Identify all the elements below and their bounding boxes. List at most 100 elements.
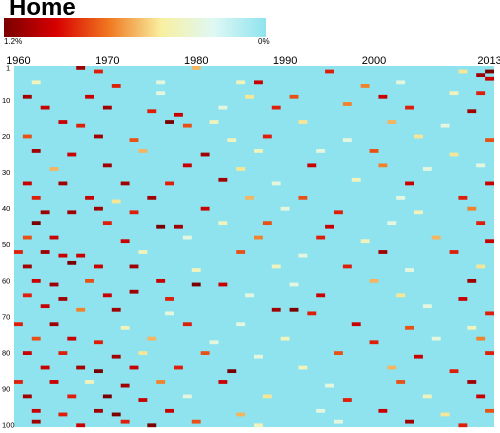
- heatmap-cell: [76, 423, 86, 428]
- heatmap-cell: [102, 394, 112, 399]
- heatmap-cell: [102, 293, 112, 298]
- heatmap-cell: [218, 105, 228, 110]
- heatmap-cell: [325, 69, 334, 74]
- heatmap-cell: [111, 84, 121, 88]
- heatmap-cell: [138, 398, 148, 402]
- heatmap-cell: [378, 94, 388, 99]
- heatmap-cell: [405, 268, 414, 272]
- heatmap-cell: [254, 235, 263, 240]
- heatmap-cell: [120, 383, 130, 388]
- heatmap-cell: [58, 253, 68, 258]
- heatmap-cell: [405, 181, 414, 186]
- y-tick-label: 70: [2, 312, 10, 321]
- heatmap-cell: [227, 369, 237, 374]
- heatmap-cell: [236, 250, 246, 254]
- heatmap-cell: [369, 340, 379, 345]
- heatmap-cell: [102, 163, 112, 168]
- heatmap-cell: [94, 340, 103, 345]
- heatmap-cell: [378, 163, 388, 168]
- heatmap-cell: [94, 369, 103, 374]
- heatmap-cell: [378, 408, 388, 413]
- heatmap-cell: [209, 340, 219, 345]
- heatmap-cell: [129, 264, 139, 269]
- heatmap-cell: [49, 235, 59, 240]
- heatmap-cell: [378, 250, 388, 254]
- heatmap-cell: [76, 307, 86, 312]
- heatmap-cell: [147, 423, 157, 428]
- heatmap-cell: [476, 264, 486, 269]
- heatmap-cell: [325, 224, 334, 229]
- heatmap-cell: [254, 354, 263, 359]
- heatmap-cell: [111, 412, 121, 417]
- heatmap-cell: [138, 351, 148, 355]
- heatmap-cell: [156, 80, 166, 85]
- x-tick-label: 2013: [477, 55, 500, 67]
- heatmap-cell: [156, 380, 166, 384]
- heatmap-cell: [218, 221, 228, 226]
- heatmap-cell: [67, 152, 77, 157]
- heatmap-cell: [58, 412, 68, 417]
- heatmap-cell: [120, 419, 130, 424]
- heatmap-cell: [156, 91, 166, 96]
- heatmap-cell: [40, 250, 50, 254]
- heatmap-cell: [262, 221, 272, 226]
- heatmap-cell: [165, 311, 174, 316]
- heatmap-cell: [342, 264, 352, 269]
- heatmap-cell: [405, 419, 414, 424]
- heatmap-cell: [298, 253, 308, 258]
- heatmap-cell: [218, 282, 228, 287]
- heatmap-cell: [431, 336, 441, 341]
- heatmap-cell: [271, 264, 281, 269]
- x-tick-label: 1990: [273, 55, 297, 67]
- colorbar-max-label: 1.2%: [4, 37, 23, 46]
- heatmap-cell: [369, 278, 379, 283]
- heatmap-cell: [40, 105, 50, 110]
- heatmap-cell: [40, 365, 50, 370]
- heatmap-cell: [298, 365, 308, 370]
- heatmap-cell: [120, 181, 130, 186]
- heatmap-cell: [111, 354, 121, 359]
- colorbar-min-label: 0%: [258, 37, 270, 46]
- heatmap-cell: [182, 163, 192, 168]
- heatmap-cell: [334, 210, 343, 215]
- heatmap-cell: [200, 351, 210, 355]
- heatmap-cell: [485, 138, 494, 142]
- heatmap-cell: [449, 91, 459, 96]
- heatmap-cell: [467, 206, 477, 211]
- heatmap-cell: [245, 293, 254, 298]
- heatmap-cell: [85, 195, 94, 200]
- heatmap-cell: [405, 325, 414, 330]
- heatmap-cell: [476, 163, 486, 168]
- heatmap-cell: [307, 311, 317, 316]
- heatmap-cell: [49, 167, 59, 171]
- heatmap-cell: [271, 307, 281, 312]
- heatmap-cell: [218, 177, 228, 182]
- heatmap-cell: [476, 73, 486, 78]
- heatmap-cell: [76, 253, 86, 258]
- heatmap-cell: [476, 91, 486, 96]
- heatmap-cell: [138, 250, 148, 254]
- y-tick-label: 50: [2, 240, 10, 249]
- y-axis-ticks: 1 10 20 30 40 50 60 70 80 90 100: [2, 63, 15, 429]
- y-tick-label: 80: [2, 348, 10, 357]
- heatmap-cell: [422, 167, 432, 171]
- heatmap-cell: [14, 250, 23, 254]
- heatmap-cell: [22, 94, 32, 99]
- heatmap-cell: [280, 206, 290, 211]
- heatmap-cell: [85, 94, 94, 99]
- heatmap-cell: [102, 105, 112, 110]
- heatmap-cell: [49, 282, 59, 287]
- heatmap-cell: [22, 264, 32, 269]
- heatmap-cell: [14, 322, 23, 327]
- heatmap-cell: [414, 134, 423, 139]
- heatmap-cell: [360, 239, 370, 244]
- heatmap-cell: [485, 181, 494, 186]
- heatmap-cell: [182, 123, 192, 128]
- heatmap-cell: [387, 365, 397, 370]
- heatmap-cell: [316, 293, 326, 298]
- heatmap-cell: [298, 195, 308, 200]
- heatmap-cell: [76, 365, 86, 370]
- heatmap-cell: [76, 123, 86, 128]
- heatmap-cell: [485, 351, 494, 355]
- heatmap-cell: [120, 325, 130, 330]
